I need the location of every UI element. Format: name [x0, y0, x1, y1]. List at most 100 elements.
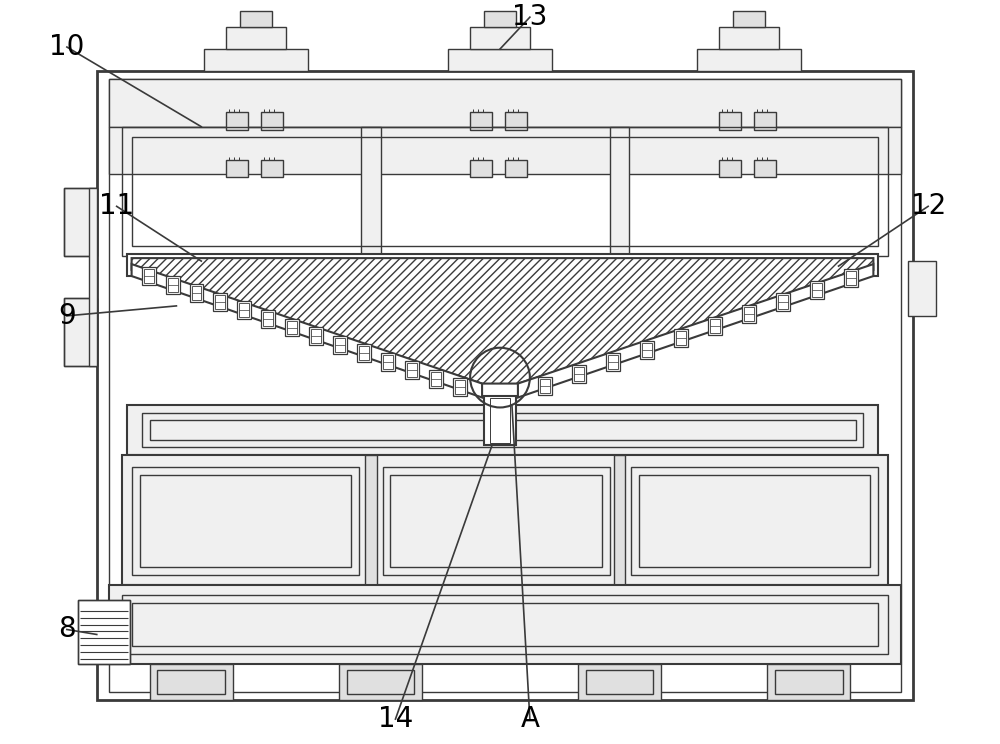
Bar [429, 370, 443, 388]
Bar [142, 414, 863, 447]
Bar [142, 267, 156, 285]
Bar [908, 261, 936, 316]
Bar [339, 664, 422, 700]
Bar [697, 49, 801, 71]
Bar [572, 365, 586, 382]
Bar [431, 372, 441, 385]
Bar [109, 79, 901, 692]
Bar [109, 585, 901, 664]
Bar [239, 304, 249, 318]
Bar [631, 467, 878, 574]
Bar [263, 312, 273, 326]
Polygon shape [518, 264, 873, 397]
Bar [448, 49, 552, 71]
Bar [610, 126, 629, 256]
Bar [614, 455, 625, 585]
Bar [78, 600, 130, 664]
Bar [132, 603, 878, 647]
Bar [226, 159, 248, 178]
Bar [261, 112, 283, 129]
Bar [150, 664, 233, 700]
Bar [778, 295, 788, 309]
Text: 9: 9 [58, 302, 76, 330]
Bar [470, 159, 492, 178]
Bar [719, 112, 741, 129]
Bar [144, 269, 154, 283]
Text: 10: 10 [49, 33, 85, 61]
Bar [122, 594, 888, 655]
Bar [166, 276, 180, 294]
Bar [261, 159, 283, 178]
Bar [767, 664, 850, 700]
Bar [204, 49, 308, 71]
Bar [608, 355, 618, 368]
Bar [484, 396, 516, 446]
Bar [64, 298, 97, 365]
Text: 14: 14 [378, 705, 413, 733]
Bar [64, 298, 97, 365]
Bar [64, 188, 97, 256]
Text: 8: 8 [58, 615, 76, 644]
Bar [578, 664, 661, 700]
Polygon shape [132, 264, 482, 397]
Bar [285, 318, 299, 336]
Bar [676, 331, 686, 344]
Bar [470, 112, 492, 129]
Bar [109, 126, 901, 175]
Bar [192, 286, 201, 301]
Bar [708, 317, 722, 335]
Bar [215, 295, 225, 309]
Bar [122, 126, 888, 256]
Bar [455, 380, 465, 394]
Bar [754, 112, 776, 129]
Text: 12: 12 [911, 193, 946, 220]
Bar [484, 11, 516, 27]
Bar [381, 353, 395, 371]
Polygon shape [132, 258, 873, 384]
Bar [383, 467, 610, 574]
Bar [190, 284, 203, 302]
Bar [237, 301, 251, 319]
Bar [383, 355, 393, 368]
Bar [226, 112, 248, 129]
Bar [719, 159, 741, 178]
Bar [347, 670, 414, 694]
Bar [642, 343, 652, 356]
Bar [261, 310, 275, 328]
Bar [361, 126, 381, 256]
Bar [810, 281, 824, 299]
Text: A: A [520, 705, 539, 733]
Bar [109, 79, 901, 126]
Bar [89, 188, 97, 365]
Bar [122, 455, 888, 585]
Bar [490, 397, 510, 443]
Bar [674, 329, 688, 347]
Bar [390, 475, 602, 567]
Bar [132, 137, 878, 246]
Bar [640, 341, 654, 359]
Bar [754, 159, 776, 178]
Bar [844, 269, 858, 287]
Bar [97, 71, 913, 700]
Bar [538, 376, 552, 394]
Bar [639, 475, 870, 567]
Bar [140, 475, 351, 567]
Bar [311, 329, 321, 343]
Bar [240, 11, 272, 27]
Bar [453, 378, 467, 397]
Text: 11: 11 [99, 193, 134, 220]
Bar [574, 367, 584, 381]
Bar [359, 346, 369, 360]
Bar [776, 293, 790, 311]
Bar [157, 670, 225, 694]
Bar [64, 188, 97, 256]
Bar [365, 455, 377, 585]
Bar [213, 293, 227, 311]
Bar [775, 670, 843, 694]
Bar [586, 670, 653, 694]
Bar [168, 278, 178, 292]
Bar [127, 405, 878, 455]
Bar [357, 344, 371, 362]
Bar [719, 27, 779, 49]
Bar [226, 27, 286, 49]
